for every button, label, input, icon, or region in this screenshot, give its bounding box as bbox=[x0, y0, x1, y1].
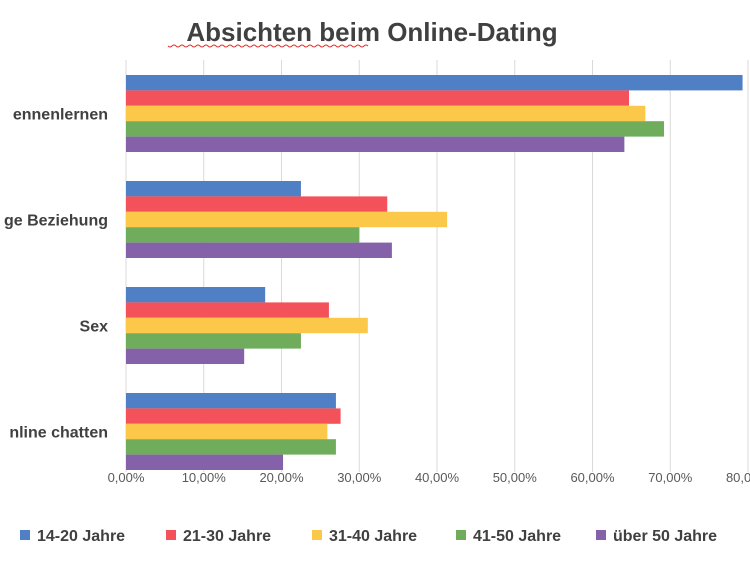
legend-label: 14-20 Jahre bbox=[37, 528, 125, 545]
legend-swatch bbox=[596, 530, 606, 540]
bar-1-1 bbox=[126, 196, 388, 212]
legend-swatch bbox=[20, 530, 30, 540]
bar-1-2 bbox=[126, 211, 448, 228]
bar-1-0 bbox=[126, 181, 301, 197]
x-tick-label: 40,00% bbox=[415, 470, 460, 485]
legend-label: über 50 Jahre bbox=[613, 528, 717, 545]
bar-0-0 bbox=[126, 75, 743, 91]
x-tick-label: 70,00% bbox=[648, 470, 693, 485]
category-label: ge Beziehung bbox=[4, 213, 108, 230]
bar-0-3 bbox=[126, 121, 665, 137]
spellcheck-underline bbox=[167, 44, 369, 48]
x-tick-label: 50,00% bbox=[493, 470, 538, 485]
legend-label: 41-50 Jahre bbox=[473, 528, 561, 545]
x-tick-label: 20,00% bbox=[259, 470, 304, 485]
bar-1-4 bbox=[126, 242, 392, 258]
category-label: Sex bbox=[80, 319, 109, 336]
bar-3-4 bbox=[126, 454, 284, 470]
bar-2-3 bbox=[126, 333, 301, 349]
category-label: nline chatten bbox=[9, 425, 108, 442]
legend-swatch bbox=[166, 530, 176, 540]
bar-3-1 bbox=[126, 408, 341, 424]
bar-2-0 bbox=[126, 287, 266, 303]
x-tick-label: 0,00% bbox=[108, 470, 145, 485]
bar-2-4 bbox=[126, 348, 245, 364]
bar-2-1 bbox=[126, 302, 329, 318]
bar-0-4 bbox=[126, 136, 625, 152]
bar-0-1 bbox=[126, 90, 630, 106]
chart-title: Absichten beim Online-Dating bbox=[186, 17, 557, 47]
x-tick-label: 10,00% bbox=[182, 470, 227, 485]
x-tick-label: 80,00% bbox=[726, 470, 750, 485]
legend-swatch bbox=[312, 530, 322, 540]
legend-label: 31-40 Jahre bbox=[329, 528, 417, 545]
x-tick-label: 60,00% bbox=[570, 470, 615, 485]
bar-2-2 bbox=[126, 317, 368, 334]
bar-0-2 bbox=[126, 105, 646, 122]
legend-label: 21-30 Jahre bbox=[183, 528, 271, 545]
bar-3-3 bbox=[126, 439, 336, 455]
x-tick-label: 30,00% bbox=[337, 470, 382, 485]
bar-3-2 bbox=[126, 423, 328, 440]
bar-1-3 bbox=[126, 227, 360, 243]
bar-3-0 bbox=[126, 393, 336, 409]
legend-swatch bbox=[456, 530, 466, 540]
category-label: ennenlernen bbox=[13, 107, 108, 124]
